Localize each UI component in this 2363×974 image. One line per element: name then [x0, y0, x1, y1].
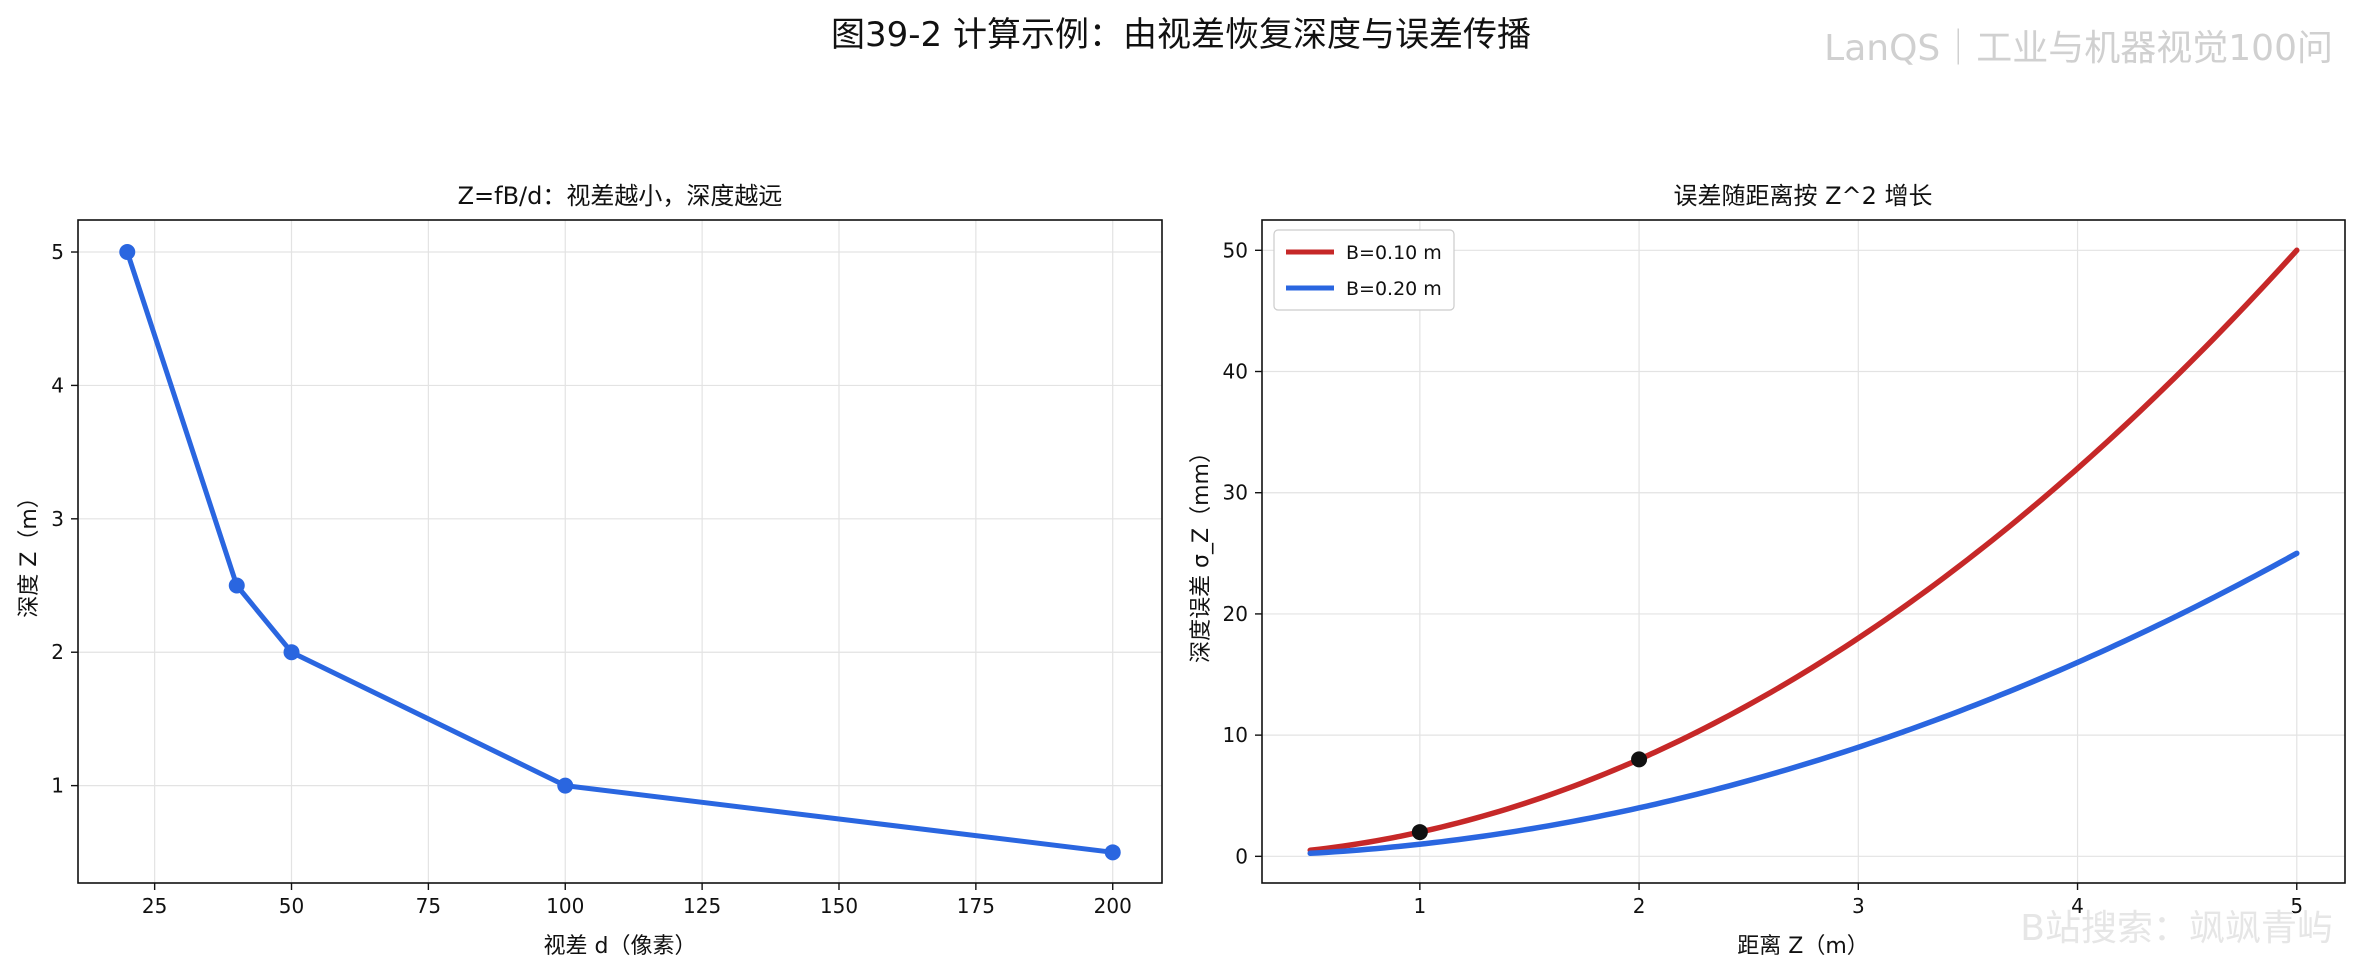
x-tick-label: 200: [1094, 894, 1132, 918]
x-tick-label: 5: [2290, 894, 2303, 918]
x-tick-label: 75: [416, 894, 441, 918]
chart2-legend: B=0.10 m B=0.20 m: [1273, 229, 1455, 311]
chart2-grid: [1262, 220, 2345, 883]
data-point: [228, 577, 245, 594]
chart1-plot-frame: [77, 219, 1163, 884]
x-tick-label: 25: [142, 894, 167, 918]
y-tick-label: 20: [1223, 602, 1248, 626]
data-point: [283, 644, 300, 661]
x-tick-label: 50: [279, 894, 304, 918]
legend-label-b020: B=0.20 m: [1346, 278, 1442, 300]
data-point: [557, 777, 574, 794]
data-point: [119, 244, 136, 261]
x-tick-label: 150: [820, 894, 858, 918]
y-tick-label: 50: [1223, 238, 1248, 262]
x-tick-label: 175: [957, 894, 995, 918]
series-curve-1: [1307, 550, 2300, 857]
y-tick-label: 10: [1223, 723, 1248, 747]
chart1-ticks: 25 50 75 100 125 150 175 200 1 2 3 4 5: [51, 240, 1132, 918]
chart1-series: [119, 244, 1121, 861]
highlight-point: [1631, 751, 1648, 768]
chart1-grid: [78, 220, 1162, 883]
x-tick-label: 4: [2071, 894, 2084, 918]
x-tick-label: 2: [1633, 894, 1646, 918]
highlight-point: [1411, 824, 1428, 841]
y-tick-label: 3: [51, 507, 64, 531]
x-tick-label: 125: [683, 894, 721, 918]
x-tick-label: 3: [1852, 894, 1865, 918]
figure-title: 图39-2 计算示例：由视差恢复深度与误差传播: [831, 15, 1531, 55]
watermark-top: LanQS｜工业与机器视觉100问: [1824, 28, 2333, 69]
series-line-0: [124, 249, 1116, 855]
chart1-xlabel: 视差 d（像素）: [544, 934, 697, 959]
watermark-bottom: B站搜索：飒飒青屿: [2020, 908, 2333, 949]
series-curve-0: [1307, 247, 2300, 854]
legend-label-b010: B=0.10 m: [1346, 242, 1442, 264]
y-tick-label: 5: [51, 240, 64, 264]
chart1-title: Z=fB/d：视差越小，深度越远: [458, 182, 783, 210]
chart2-title: 误差随距离按 Z^2 增长: [1673, 182, 1932, 210]
chart1-ylabel: 深度 Z（m）: [17, 486, 42, 618]
y-tick-label: 0: [1235, 844, 1248, 868]
y-tick-label: 1: [51, 774, 64, 798]
y-tick-label: 40: [1223, 360, 1248, 384]
chart2-ylabel: 深度误差 σ_Z（mm）: [1189, 441, 1214, 663]
y-tick-label: 4: [51, 373, 64, 397]
chart-depth-vs-disparity: Z=fB/d：视差越小，深度越远 25 50 75 100 125 150 175 20012…: [17, 182, 1163, 959]
chart2-xlabel: 距离 Z（m）: [1737, 934, 1869, 959]
y-tick-label: 2: [51, 640, 64, 664]
y-tick-label: 30: [1223, 481, 1248, 505]
x-tick-label: 100: [546, 894, 584, 918]
data-point: [1104, 844, 1121, 861]
chart2-plot-frame: [1261, 219, 2346, 884]
x-tick-label: 1: [1413, 894, 1426, 918]
chart2-series: [1307, 247, 2300, 857]
